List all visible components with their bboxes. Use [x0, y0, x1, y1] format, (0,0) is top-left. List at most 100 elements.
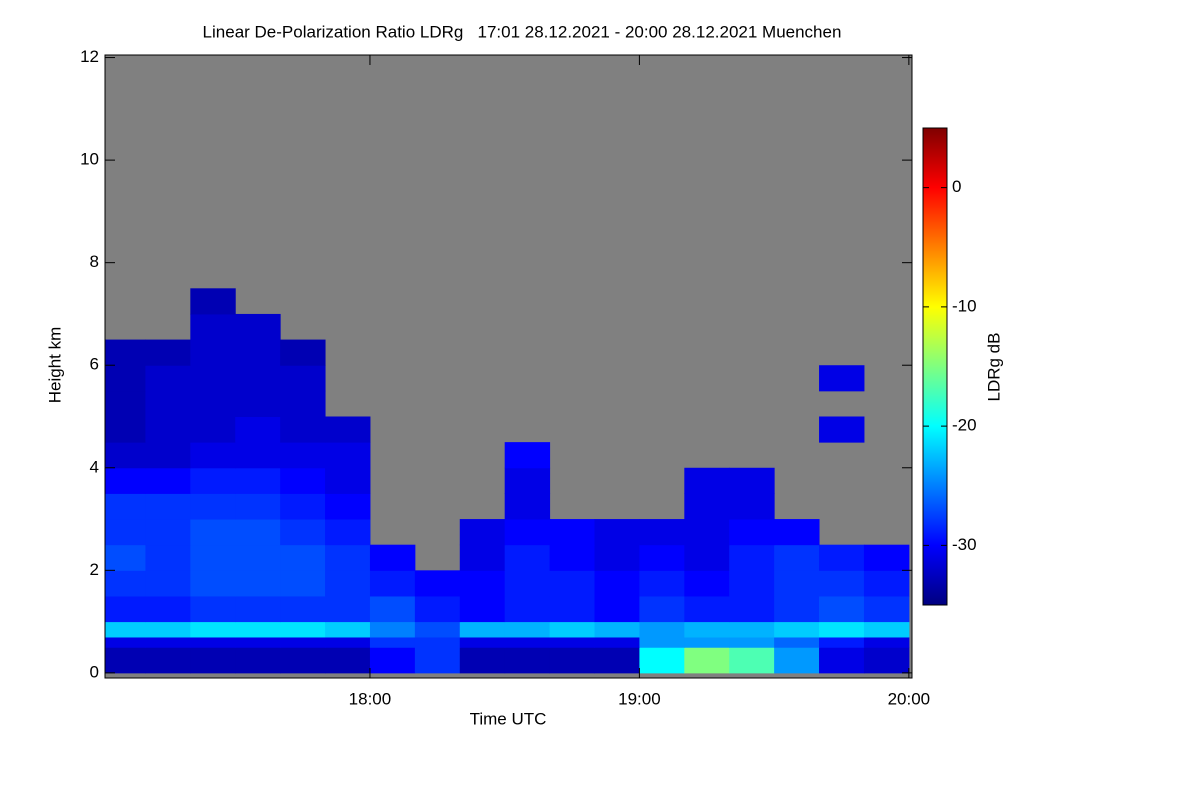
heatmap-cell — [280, 544, 326, 571]
heatmap-cell — [863, 595, 910, 623]
heatmap-cell — [819, 570, 865, 597]
colorbar-gradient — [923, 553, 947, 555]
heatmap-cell — [594, 519, 640, 546]
colorbar-gradient — [923, 416, 947, 418]
heatmap-cell — [190, 416, 236, 443]
heatmap-cell — [280, 467, 326, 494]
colorbar-gradient — [923, 157, 947, 159]
colorbar-gradient — [923, 140, 947, 142]
colorbar-gradient — [923, 332, 947, 334]
colorbar-gradient — [923, 132, 947, 134]
colorbar-gradient — [923, 431, 947, 433]
colorbar-gradient — [923, 564, 947, 566]
colorbar-gradient — [923, 165, 947, 167]
heatmap-cell — [639, 595, 685, 623]
heatmap-cell — [280, 519, 326, 546]
heatmap-cell — [459, 544, 506, 571]
heatmap-cell — [145, 493, 191, 520]
colorbar-gradient — [923, 569, 947, 571]
colorbar-gradient — [923, 585, 947, 587]
colorbar-gradient — [923, 273, 947, 275]
colorbar-gradient — [923, 594, 947, 596]
colorbar-gradient — [923, 572, 947, 574]
heatmap-cell — [819, 544, 865, 571]
colorbar-gradient — [923, 344, 947, 346]
colorbar-gradient — [923, 220, 947, 222]
heatmap-cell — [280, 442, 326, 469]
colorbar-gradient — [923, 552, 947, 554]
colorbar-gradient — [923, 447, 947, 449]
heatmap-cell — [105, 442, 146, 469]
colorbar-gradient — [923, 477, 947, 479]
colorbar-gradient — [923, 248, 947, 250]
colorbar-gradient — [923, 390, 947, 392]
colorbar-gradient — [923, 383, 947, 385]
colorbar-gradient — [923, 233, 947, 235]
colorbar-gradient — [923, 539, 947, 541]
colorbar-gradient — [923, 374, 947, 376]
colorbar-gradient — [923, 353, 947, 355]
colorbar-gradient — [923, 405, 947, 407]
colorbar-gradient — [923, 244, 947, 246]
heatmap-cell — [639, 544, 685, 571]
colorbar-gradient — [923, 304, 947, 306]
heatmap-cell — [280, 416, 326, 443]
colorbar-gradient — [923, 345, 947, 347]
heatmap-cell — [190, 442, 236, 469]
colorbar-gradient — [923, 567, 947, 569]
colorbar-gradient — [923, 341, 947, 343]
colorbar-gradient — [923, 335, 947, 337]
colorbar-gradient — [923, 175, 947, 177]
colorbar-gradient — [923, 240, 947, 242]
colorbar-gradient — [923, 446, 947, 448]
colorbar-gradient — [923, 491, 947, 493]
colorbar-gradient — [923, 291, 947, 293]
heatmap-cell — [369, 636, 416, 648]
colorbar-gradient — [923, 414, 947, 416]
colorbar-gradient — [923, 394, 947, 396]
colorbar-gradient — [923, 600, 947, 602]
colorbar-gradient — [923, 435, 947, 437]
colorbar-gradient — [923, 191, 947, 193]
colorbar-gradient — [923, 524, 947, 526]
colorbar-gradient — [923, 518, 947, 520]
heatmap-cell — [504, 544, 551, 571]
colorbar-gradient — [923, 276, 947, 278]
y-tick-label: 4 — [90, 457, 99, 476]
colorbar-gradient — [923, 558, 947, 560]
colorbar-gradient — [923, 520, 947, 522]
colorbar-gradient — [923, 429, 947, 431]
heatmap-cell — [863, 647, 910, 674]
colorbar-gradient — [923, 352, 947, 354]
colorbar-gradient — [923, 445, 947, 447]
heatmap-cell — [594, 636, 640, 648]
colorbar-gradient — [923, 158, 947, 160]
colorbar-gradient — [923, 135, 947, 137]
heatmap-cell — [105, 467, 146, 494]
colorbar-gradient — [923, 292, 947, 294]
heatmap-cell — [235, 636, 281, 648]
colorbar-gradient — [923, 500, 947, 502]
heatmap-cell — [684, 636, 730, 648]
colorbar-gradient — [923, 357, 947, 359]
colorbar-gradient — [923, 380, 947, 382]
y-tick-label: 12 — [80, 47, 99, 66]
heatmap-cell — [639, 636, 685, 648]
colorbar-gradient — [923, 337, 947, 339]
colorbar-gradient — [923, 287, 947, 289]
colorbar-gradient — [923, 419, 947, 421]
heatmap-cell — [594, 647, 640, 674]
colorbar-gradient — [923, 279, 947, 281]
heatmap-cell — [549, 570, 595, 597]
colorbar-gradient — [923, 243, 947, 245]
colorbar-gradient — [923, 486, 947, 488]
heatmap-cell — [145, 636, 191, 648]
colorbar-gradient — [923, 320, 947, 322]
colorbar-gradient — [923, 510, 947, 512]
heatmap-cell — [145, 647, 191, 674]
heatmap-cell — [235, 519, 281, 546]
colorbar-gradient — [923, 559, 947, 561]
colorbar-gradient — [923, 196, 947, 198]
colorbar-gradient — [923, 571, 947, 573]
colorbar-gradient — [923, 179, 947, 181]
